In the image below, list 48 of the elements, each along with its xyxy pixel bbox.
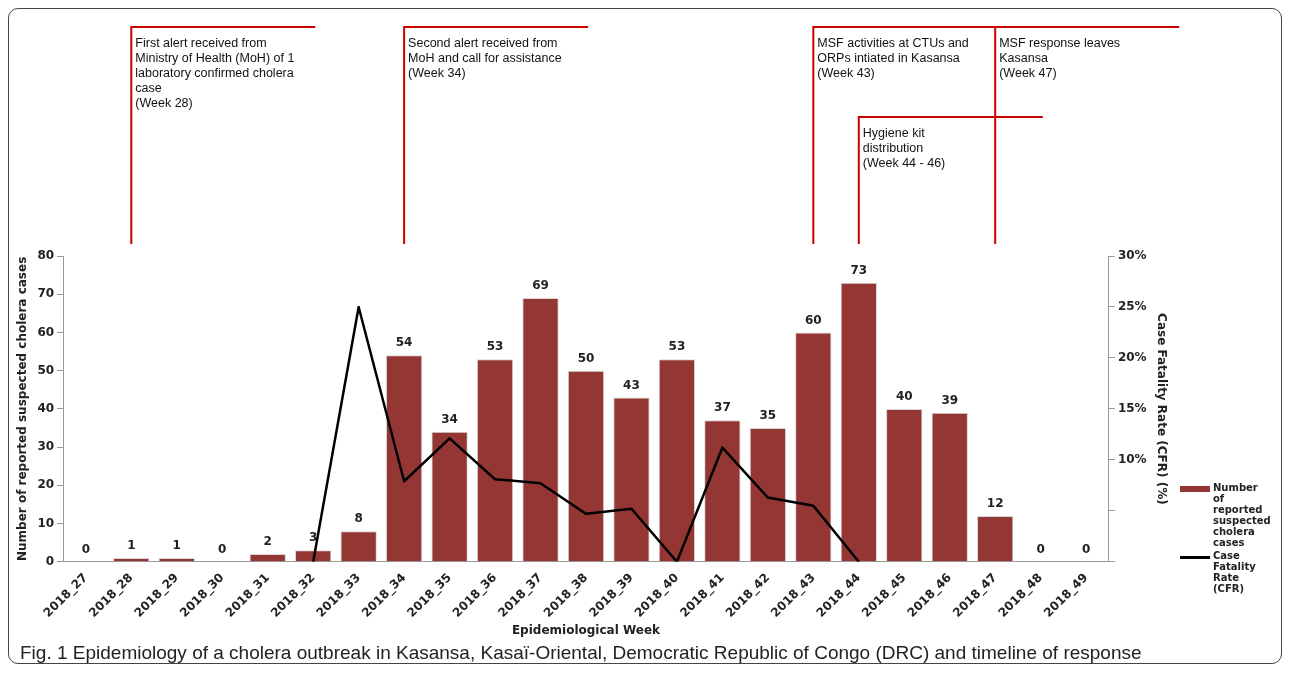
data-label: 73 — [850, 262, 868, 277]
y-tick-label: 60 — [37, 324, 55, 339]
data-label: 34 — [441, 411, 458, 426]
y-tick-label: 50 — [37, 362, 55, 377]
legend-label: Case Fatality Rate (CFR) — [1213, 550, 1257, 594]
data-label: 39 — [941, 392, 959, 407]
ref-line-label: MSF activities at CTUs and ORPs intiated in Kasansa (Week 43) — [817, 35, 969, 80]
data-label: 8 — [354, 511, 363, 526]
y2-tick-label: 20% — [1117, 350, 1147, 365]
ref-line-label: Second alert received from MoH and call for assistance (Week 34) — [408, 35, 562, 80]
data-label: 3 — [309, 530, 318, 545]
data-label: 1 — [172, 538, 181, 553]
text: Fig. 1 Epidemiology of a cholera outbreak in Kasansa, Kasaï-Oriental, Democratic Republic of Congo (DRC) and timeline of response — [20, 642, 1142, 664]
data-label: 1 — [127, 538, 136, 553]
y-tick-label: 0 — [45, 553, 55, 568]
ref-line-label: MSF response leaves Kasansa (Week 47) — [999, 35, 1121, 80]
data-label: 69 — [532, 278, 549, 293]
data-label: 54 — [395, 335, 413, 350]
y-tick-label: 70 — [37, 286, 55, 301]
data-label: 12 — [986, 496, 1004, 511]
y-tick-label: 20 — [37, 477, 55, 492]
y-tick-label: 10 — [37, 515, 55, 530]
data-label: 0 — [1036, 541, 1045, 556]
y2-tick-label: 30% — [1117, 248, 1147, 263]
data-label: 53 — [486, 339, 504, 354]
data-label: 0 — [1081, 541, 1091, 556]
data-label: 40 — [895, 389, 913, 403]
data-label: 0 — [81, 541, 91, 556]
data-label: 53 — [668, 339, 686, 354]
x-axis-title: Epidemiological Week — [511, 622, 662, 637]
y-tick-label: 40 — [37, 401, 55, 415]
data-label: 35 — [759, 408, 777, 423]
data-label: 43 — [623, 377, 640, 392]
data-label: 60 — [804, 312, 822, 327]
data-label: 50 — [577, 350, 595, 365]
y2-tick-label: 15% — [1117, 401, 1147, 415]
y2-tick-label: 25% — [1117, 299, 1147, 314]
y-tick-label: 80 — [37, 248, 55, 263]
legend-label: Number of reported suspected cholera cases — [1213, 482, 1272, 548]
y-axis-title: Number of reported suspected cholera cases — [15, 256, 30, 562]
data-label: 2 — [263, 534, 272, 549]
y2-axis-title: Case Fatality Rate (CFR) (%) — [1154, 313, 1169, 505]
ref-line-label: First alert received from Ministry of Health (MoH) of 1 laboratory confirmed cholera case (Week 28) — [135, 35, 295, 110]
ref-line-label: Hygiene kit distribution (Week 44 - 46) — [862, 125, 946, 170]
data-label: 0 — [218, 541, 227, 556]
data-label: 37 — [714, 400, 731, 415]
y-tick-label: 30 — [37, 439, 55, 454]
y2-tick-label: 10% — [1117, 451, 1147, 466]
